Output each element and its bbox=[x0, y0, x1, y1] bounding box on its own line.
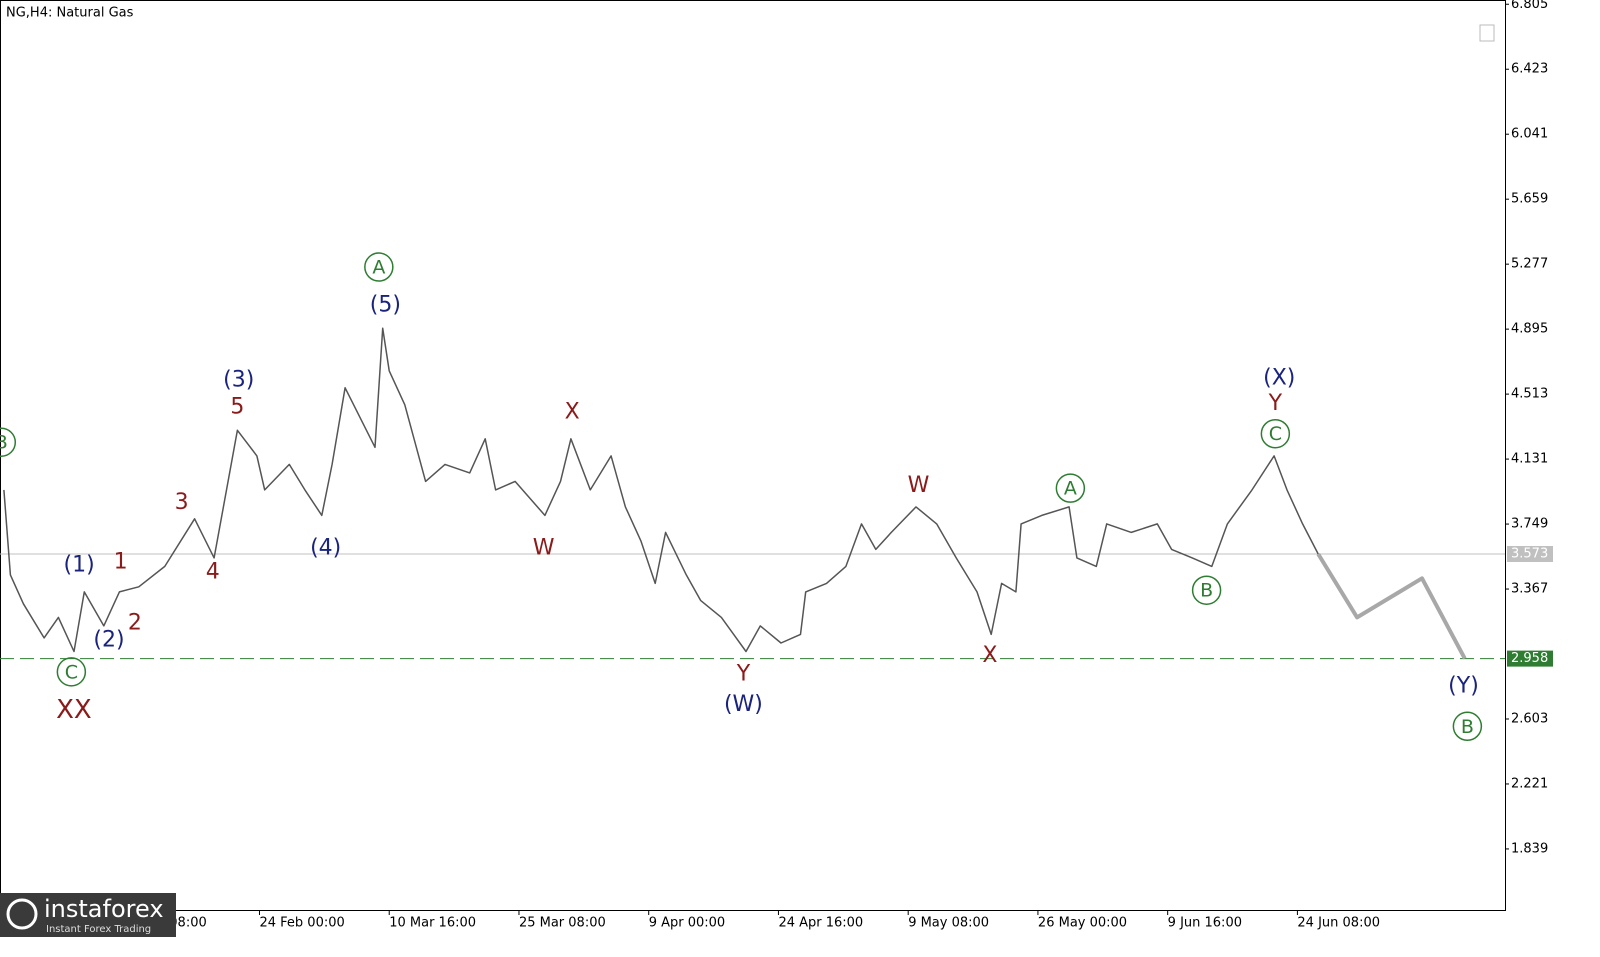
logo-name: instaforex bbox=[44, 895, 164, 923]
y-tick-label: 3.367 bbox=[1511, 582, 1548, 597]
logo-bg bbox=[0, 893, 176, 937]
y-tick-label: 4.895 bbox=[1511, 322, 1548, 337]
wave-label: XX bbox=[56, 695, 92, 725]
wave-label: (1) bbox=[64, 553, 95, 578]
x-tick-label: 24 Jun 08:00 bbox=[1297, 916, 1380, 931]
wave-label: C bbox=[1269, 423, 1282, 445]
x-tick-label: 9 May 08:00 bbox=[908, 916, 989, 931]
level-tag bbox=[1507, 650, 1553, 667]
wave-label: (2) bbox=[93, 628, 124, 653]
wave-label: (3) bbox=[223, 367, 254, 392]
forecast-line bbox=[1316, 552, 1467, 660]
y-tick-label: 1.839 bbox=[1511, 841, 1548, 856]
logo-tagline: Instant Forex Trading bbox=[46, 924, 151, 935]
y-tick-label: 5.659 bbox=[1511, 192, 1548, 207]
annotation-circle bbox=[1260, 418, 1291, 449]
x-tick-label: 9 Jun 16:00 bbox=[1168, 916, 1242, 931]
level-tag bbox=[1507, 545, 1553, 562]
chart-title: NG,H4: Natural Gas bbox=[6, 6, 134, 21]
y-tick-label: 2.221 bbox=[1511, 776, 1548, 791]
y-tick-label: 6.423 bbox=[1511, 62, 1548, 77]
wave-label: 1 bbox=[114, 549, 128, 574]
wave-label: (Y) bbox=[1448, 673, 1479, 698]
annotation-circle bbox=[0, 427, 17, 457]
price-line bbox=[3, 327, 1319, 653]
level-label: 2.958 bbox=[1511, 651, 1548, 666]
x-tick-label: 10 Mar 16:00 bbox=[389, 916, 476, 931]
wave-label: 4 bbox=[206, 560, 220, 585]
x-tick-label: 9 Apr 00:00 bbox=[649, 916, 726, 931]
wave-label: W bbox=[908, 473, 930, 498]
wave-label: Y bbox=[1268, 391, 1283, 416]
wave-label: (X) bbox=[1263, 366, 1295, 391]
y-tick-label: 4.131 bbox=[1511, 452, 1548, 467]
x-tick-label: 25 Mar 08:00 bbox=[519, 916, 606, 931]
annotation-circle bbox=[1452, 711, 1483, 742]
y-tick-label: 2.603 bbox=[1511, 711, 1548, 726]
trade-button[interactable] bbox=[1479, 24, 1495, 42]
plot-frame bbox=[0, 0, 1506, 911]
y-tick-label: 3.749 bbox=[1511, 517, 1548, 532]
wave-label: A bbox=[1064, 478, 1077, 500]
y-tick-label: 6.041 bbox=[1511, 127, 1548, 142]
wave-label: C bbox=[65, 661, 78, 683]
y-tick-label: 6.805 bbox=[1511, 0, 1548, 12]
wave-label: B bbox=[1461, 716, 1474, 738]
wave-label: X bbox=[565, 400, 580, 425]
wave-label: (5) bbox=[370, 292, 401, 317]
annotation-circle bbox=[56, 657, 87, 687]
x-tick-label: 24 Apr 16:00 bbox=[778, 916, 863, 931]
annotation-circle bbox=[1055, 473, 1086, 503]
annotation-circle bbox=[364, 252, 394, 282]
logo: instaforex Instant Forex Trading bbox=[0, 893, 176, 937]
wave-label: A bbox=[372, 257, 385, 279]
wave-label: B bbox=[1200, 580, 1213, 602]
y-tick-label: 4.513 bbox=[1511, 387, 1548, 402]
y-tick-label: 5.277 bbox=[1511, 257, 1548, 272]
x-tick-label: 24 Feb 00:00 bbox=[259, 916, 344, 931]
wave-label: W bbox=[533, 536, 555, 561]
logo-icon bbox=[6, 898, 38, 930]
wave-label: (4) bbox=[310, 536, 341, 561]
x-tick-label: 26 May 00:00 bbox=[1038, 916, 1127, 931]
wave-label: (W) bbox=[724, 692, 763, 717]
wave-label: 3 bbox=[175, 490, 189, 515]
wave-label: B bbox=[0, 432, 8, 454]
wave-label: X bbox=[982, 643, 997, 668]
wave-label: 5 bbox=[230, 395, 244, 420]
wave-label: Y bbox=[736, 662, 751, 687]
level-label: 3.573 bbox=[1511, 546, 1548, 561]
wave-label: 2 bbox=[128, 611, 142, 636]
annotation-circle bbox=[1191, 575, 1222, 605]
